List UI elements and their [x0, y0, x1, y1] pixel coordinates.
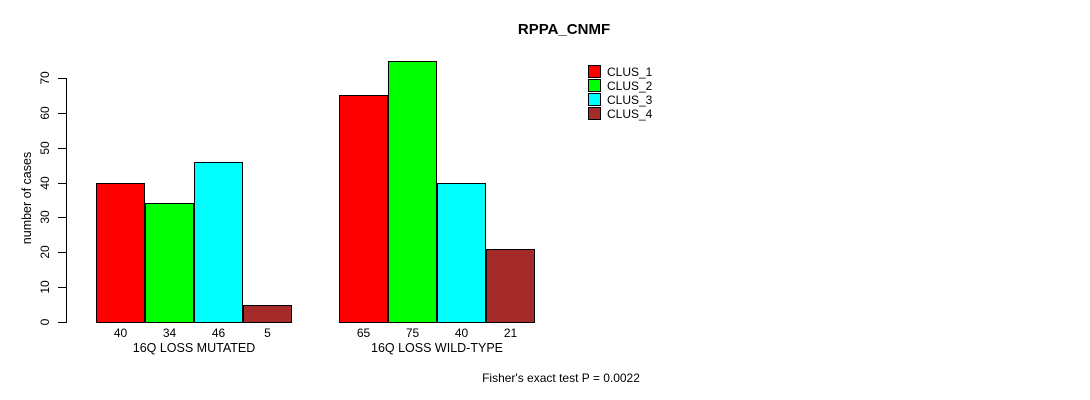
bar-value-label: 46: [211, 326, 226, 340]
legend-item-clus_3: CLUS_3: [588, 92, 653, 107]
bar-clus_2-group2: [388, 61, 437, 323]
chart-title: RPPA_CNMF: [517, 21, 611, 38]
legend-item-clus_1: CLUS_1: [588, 64, 653, 79]
bar-value-label: 5: [264, 326, 271, 340]
y-axis-tick: [58, 287, 66, 288]
y-axis-title: number of cases: [20, 151, 34, 245]
y-axis-tick: [58, 78, 66, 79]
y-axis-tick: [58, 148, 66, 149]
legend-swatch-clus_4: [588, 107, 601, 120]
bar-value-label: 34: [162, 326, 177, 340]
category-label: 16Q LOSS WILD-TYPE: [371, 341, 503, 355]
bar-clus_3-group2: [437, 183, 486, 323]
y-axis-tick-label: 10: [38, 280, 52, 294]
y-axis-tick-label: 50: [38, 141, 52, 155]
bar-clus_1-group1: [96, 183, 145, 323]
legend-label: CLUS_3: [607, 92, 653, 107]
y-axis-tick-label: 60: [38, 106, 52, 120]
legend-label: CLUS_4: [607, 106, 653, 121]
y-axis-tick: [58, 113, 66, 114]
bar-value-label: 75: [405, 326, 420, 340]
bar-clus_2-group1: [145, 203, 194, 323]
bar-value-label: 40: [113, 326, 128, 340]
y-axis-tick-label: 20: [38, 245, 52, 259]
legend-item-clus_2: CLUS_2: [588, 78, 653, 93]
y-axis-tick: [58, 252, 66, 253]
bar-clus_4-group2: [486, 249, 535, 323]
y-axis-tick: [58, 322, 66, 323]
bar-value-label: 21: [503, 326, 518, 340]
legend-label: CLUS_1: [607, 64, 653, 79]
legend-item-clus_4: CLUS_4: [588, 106, 653, 121]
bar-value-label: 65: [356, 326, 371, 340]
y-axis-tick-label: 40: [38, 176, 52, 190]
y-axis-tick-label: 0: [38, 318, 52, 326]
fisher-test-annotation: Fisher's exact test P = 0.0022: [482, 371, 640, 385]
y-axis-tick: [58, 183, 66, 184]
bar-clus_4-group1: [243, 305, 292, 323]
legend-label: CLUS_2: [607, 78, 653, 93]
y-axis-tick-label: 30: [38, 210, 52, 224]
bar-clus_3-group1: [194, 162, 243, 323]
legend-swatch-clus_1: [588, 65, 601, 78]
bar-value-label: 40: [454, 326, 469, 340]
y-axis-line: [66, 78, 67, 323]
bar-clus_1-group2: [339, 95, 388, 323]
y-axis-tick-label: 70: [38, 71, 52, 85]
legend-swatch-clus_3: [588, 93, 601, 106]
legend-swatch-clus_2: [588, 79, 601, 92]
y-axis-tick: [58, 217, 66, 218]
category-label: 16Q LOSS MUTATED: [132, 341, 256, 355]
